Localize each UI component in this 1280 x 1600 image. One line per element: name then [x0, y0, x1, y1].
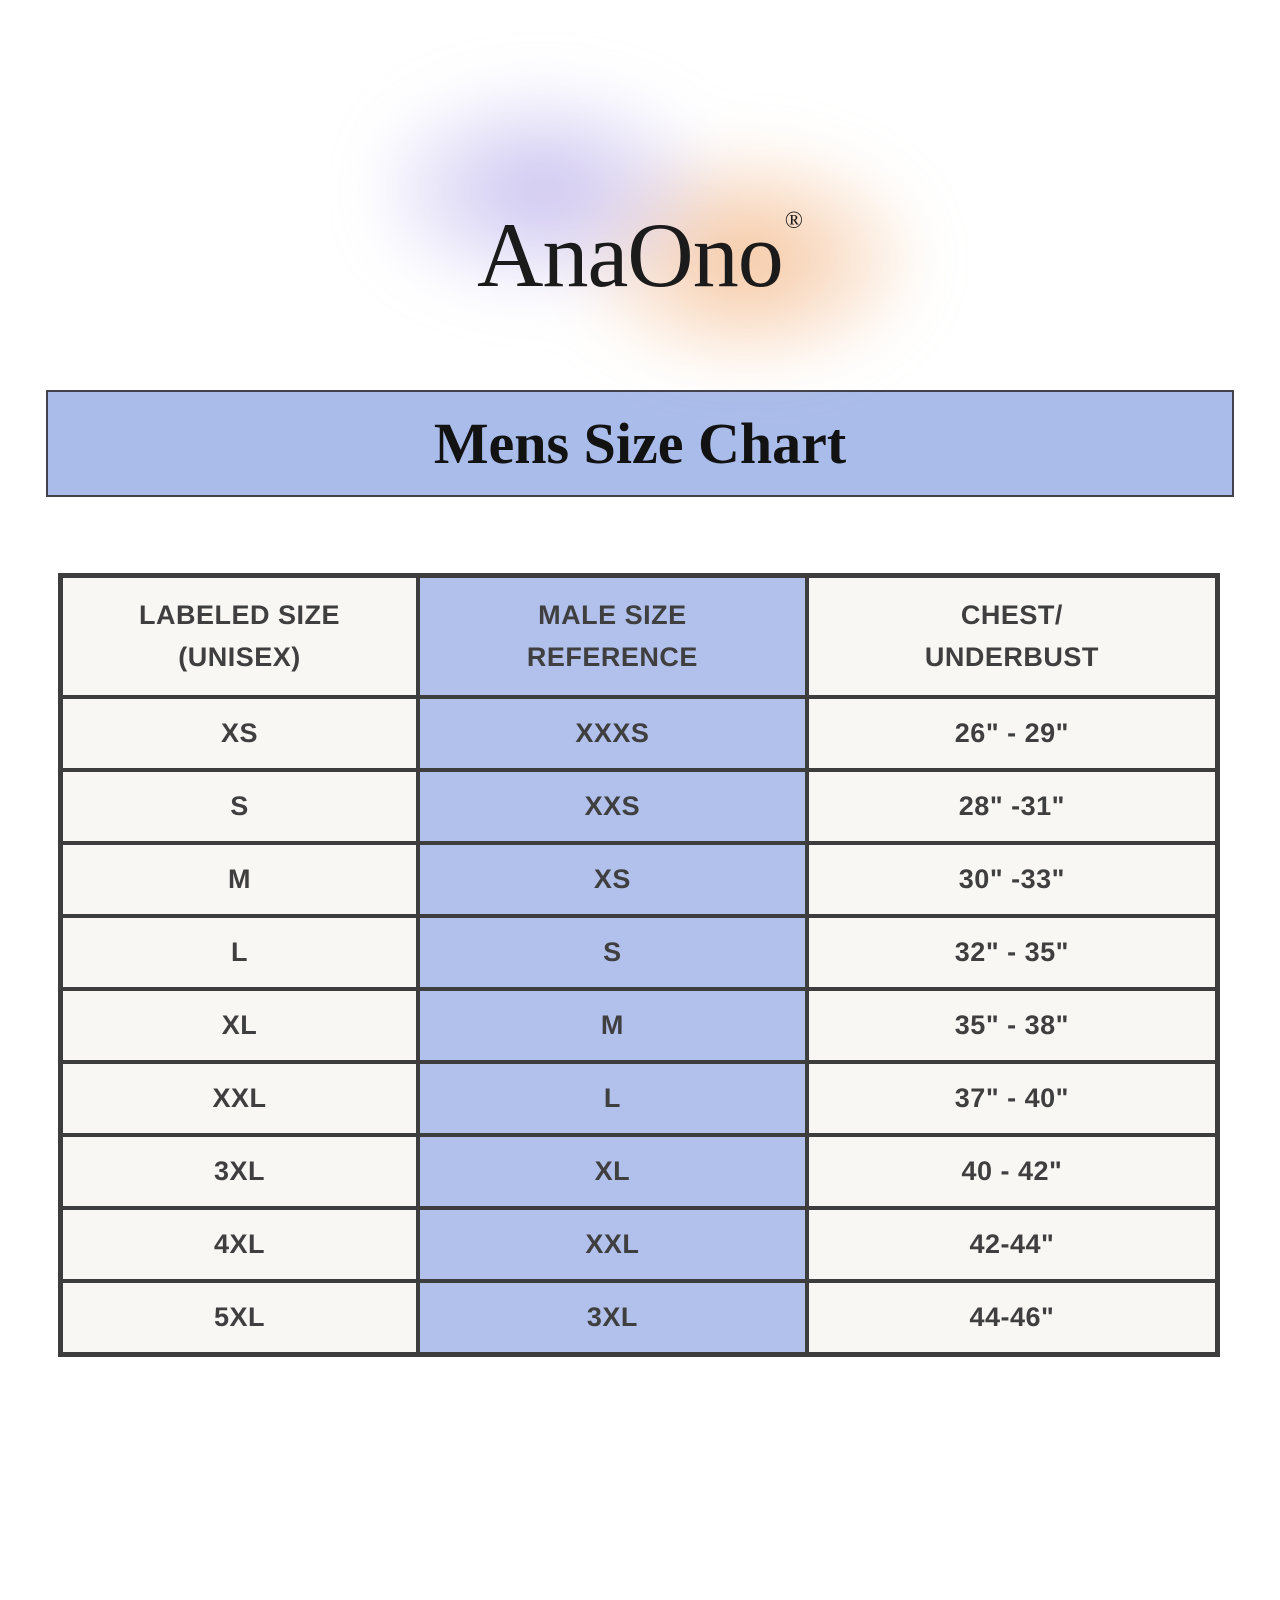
table-row: L S 32" - 35": [58, 914, 1220, 991]
column-header-chest-underbust: CHEST/ UNDERBUST: [804, 573, 1220, 699]
size-table-container: LABELED SIZE (UNISEX) MALE SIZE REFERENC…: [58, 573, 1220, 1357]
labeled-size-cell: XS: [58, 695, 420, 772]
chest-cell: 44-46": [804, 1279, 1220, 1357]
male-size-cell: XS: [416, 841, 809, 918]
labeled-size-cell: 5XL: [58, 1279, 420, 1357]
male-size-cell: XXL: [416, 1206, 809, 1283]
labeled-size-cell: XL: [58, 987, 420, 1064]
labeled-size-cell: 3XL: [58, 1133, 420, 1210]
registered-trademark-symbol: ®: [784, 208, 803, 234]
chest-cell: 40 - 42": [804, 1133, 1220, 1210]
table-row: 3XL XL 40 - 42": [58, 1133, 1220, 1210]
chest-cell: 26" - 29": [804, 695, 1220, 772]
male-size-cell: XXXS: [416, 695, 809, 772]
header-line: LABELED SIZE: [138, 599, 340, 630]
header-line: REFERENCE: [526, 641, 698, 672]
male-size-cell: XXS: [416, 768, 809, 845]
header-line: UNDERBUST: [924, 641, 1099, 672]
table-row: XXL L 37" - 40": [58, 1060, 1220, 1137]
header-line: (UNISEX): [178, 641, 301, 672]
labeled-size-cell: XXL: [58, 1060, 420, 1137]
header-line: CHEST/: [960, 599, 1063, 630]
labeled-size-cell: M: [58, 841, 420, 918]
chest-cell: 42-44": [804, 1206, 1220, 1283]
table-row: M XS 30" -33": [58, 841, 1220, 918]
brand-logo: AnaOno®: [477, 209, 803, 301]
male-size-cell: M: [416, 987, 809, 1064]
male-size-cell: L: [416, 1060, 809, 1137]
column-header-male-size: MALE SIZE REFERENCE: [416, 573, 809, 699]
table-row: 4XL XXL 42-44": [58, 1206, 1220, 1283]
brand-logo-text: AnaOno: [477, 204, 784, 306]
page-title: Mens Size Chart: [433, 411, 847, 476]
chest-cell: 32" - 35": [804, 914, 1220, 991]
labeled-size-cell: S: [58, 768, 420, 845]
male-size-cell: 3XL: [416, 1279, 809, 1357]
logo-header: AnaOno®: [0, 0, 1280, 390]
table-row: 5XL 3XL 44-46": [58, 1279, 1220, 1357]
labeled-size-cell: L: [58, 914, 420, 991]
column-header-labeled-size: LABELED SIZE (UNISEX): [58, 573, 420, 699]
labeled-size-cell: 4XL: [58, 1206, 420, 1283]
male-size-cell: XL: [416, 1133, 809, 1210]
mens-size-table: LABELED SIZE (UNISEX) MALE SIZE REFERENC…: [58, 573, 1220, 1357]
header-row: LABELED SIZE (UNISEX) MALE SIZE REFERENC…: [58, 573, 1220, 699]
table-row: XS XXXS 26" - 29": [58, 695, 1220, 772]
table-row: XL M 35" - 38": [58, 987, 1220, 1064]
chest-cell: 35" - 38": [804, 987, 1220, 1064]
table-row: S XXS 28" -31": [58, 768, 1220, 845]
header-line: MALE SIZE: [538, 599, 687, 630]
chest-cell: 37" - 40": [804, 1060, 1220, 1137]
title-banner: Mens Size Chart: [46, 390, 1234, 497]
chest-cell: 28" -31": [804, 768, 1220, 845]
male-size-cell: S: [416, 914, 809, 991]
chest-cell: 30" -33": [804, 841, 1220, 918]
